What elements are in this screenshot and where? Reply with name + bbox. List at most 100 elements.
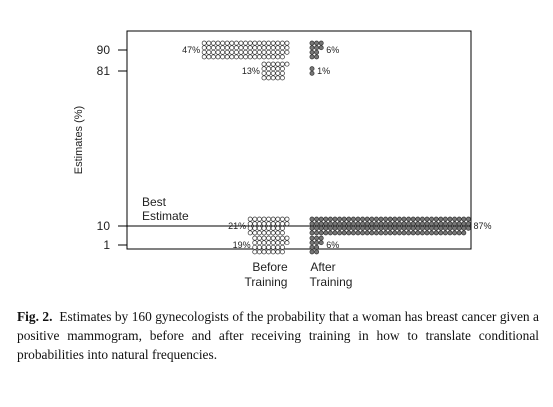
data-point-after-10 bbox=[442, 221, 448, 227]
data-point-before-10 bbox=[275, 225, 281, 231]
percent-label-after-81: 1% bbox=[317, 66, 330, 76]
data-point-before-90 bbox=[201, 49, 207, 55]
data-point-before-90 bbox=[247, 45, 253, 51]
data-point-before-90 bbox=[252, 49, 258, 55]
data-point-before-81 bbox=[279, 66, 285, 72]
data-point-before-90 bbox=[210, 49, 216, 55]
percent-label-after-10: 87% bbox=[474, 221, 492, 231]
data-point-before-90 bbox=[229, 49, 235, 55]
data-point-after-1 bbox=[314, 235, 320, 241]
data-point-after-10 bbox=[378, 230, 384, 236]
data-point-before-90 bbox=[275, 40, 281, 46]
data-point-after-10 bbox=[327, 221, 333, 227]
data-point-after-10 bbox=[438, 221, 444, 227]
data-point-before-10 bbox=[252, 225, 258, 231]
data-point-after-10 bbox=[406, 230, 412, 236]
data-point-before-1 bbox=[279, 244, 285, 250]
data-point-before-10 bbox=[284, 221, 290, 227]
data-point-before-90 bbox=[252, 54, 258, 60]
data-point-before-1 bbox=[270, 240, 276, 246]
data-point-before-90 bbox=[220, 54, 226, 60]
data-point-before-81 bbox=[261, 70, 267, 76]
data-point-after-10 bbox=[410, 225, 416, 231]
data-point-before-10 bbox=[256, 225, 262, 231]
data-point-after-10 bbox=[360, 216, 366, 222]
data-point-before-90 bbox=[233, 45, 239, 51]
data-point-after-10 bbox=[383, 221, 389, 227]
data-point-before-90 bbox=[233, 40, 239, 46]
data-point-after-10 bbox=[341, 221, 347, 227]
data-point-after-10 bbox=[456, 221, 462, 227]
data-point-after-10 bbox=[346, 225, 352, 231]
figure-caption-label: Fig. 2. bbox=[17, 309, 53, 324]
data-point-before-1 bbox=[256, 244, 262, 250]
data-point-after-10 bbox=[456, 225, 462, 231]
data-point-before-90 bbox=[275, 45, 281, 51]
data-point-before-90 bbox=[220, 40, 226, 46]
data-point-before-10 bbox=[247, 230, 253, 236]
data-point-after-10 bbox=[433, 230, 439, 236]
data-point-after-10 bbox=[456, 216, 462, 222]
y-tick-label-10: 10 bbox=[97, 219, 111, 233]
data-point-after-10 bbox=[341, 216, 347, 222]
data-point-before-10 bbox=[270, 230, 276, 236]
x-group-label-before-line2: Training bbox=[245, 275, 288, 289]
data-point-before-1 bbox=[256, 240, 262, 246]
data-point-after-10 bbox=[424, 230, 430, 236]
data-point-before-1 bbox=[284, 240, 290, 246]
data-point-after-10 bbox=[406, 216, 412, 222]
data-point-before-90 bbox=[275, 49, 281, 55]
data-point-before-1 bbox=[261, 235, 267, 241]
data-point-after-10 bbox=[447, 216, 453, 222]
percent-label-after-90: 6% bbox=[326, 45, 339, 55]
percent-label-before-1: 19% bbox=[233, 240, 251, 250]
data-point-before-10 bbox=[275, 216, 281, 222]
data-point-before-1 bbox=[275, 244, 281, 250]
data-point-after-10 bbox=[461, 225, 467, 231]
data-point-after-10 bbox=[452, 230, 458, 236]
data-point-after-10 bbox=[314, 230, 320, 236]
data-point-after-1 bbox=[314, 244, 320, 250]
data-point-before-90 bbox=[270, 54, 276, 60]
data-point-after-10 bbox=[419, 225, 425, 231]
y-tick-label-81: 81 bbox=[97, 64, 111, 78]
data-point-after-10 bbox=[419, 216, 425, 222]
data-point-after-10 bbox=[364, 216, 370, 222]
data-point-after-10 bbox=[396, 221, 402, 227]
data-point-after-1 bbox=[314, 249, 320, 255]
data-point-before-10 bbox=[270, 221, 276, 227]
data-point-after-10 bbox=[373, 230, 379, 236]
data-point-after-10 bbox=[337, 216, 343, 222]
data-point-after-10 bbox=[323, 225, 329, 231]
data-point-after-10 bbox=[415, 230, 421, 236]
data-point-before-90 bbox=[233, 54, 239, 60]
data-point-after-10 bbox=[387, 230, 393, 236]
data-point-after-10 bbox=[373, 221, 379, 227]
data-point-before-81 bbox=[266, 75, 272, 81]
data-point-after-90 bbox=[309, 45, 315, 51]
data-point-before-90 bbox=[270, 49, 276, 55]
data-point-before-90 bbox=[224, 49, 230, 55]
data-point-before-10 bbox=[247, 216, 253, 222]
data-point-before-90 bbox=[256, 45, 262, 51]
data-point-after-81 bbox=[309, 70, 315, 76]
data-point-after-10 bbox=[369, 221, 375, 227]
data-point-before-10 bbox=[247, 225, 253, 231]
data-point-before-90 bbox=[243, 54, 249, 60]
data-point-after-90 bbox=[309, 49, 315, 55]
data-point-after-10 bbox=[364, 230, 370, 236]
data-point-before-1 bbox=[284, 235, 290, 241]
data-point-before-1 bbox=[270, 244, 276, 250]
data-point-after-10 bbox=[309, 216, 315, 222]
data-point-after-10 bbox=[378, 221, 384, 227]
data-point-after-90 bbox=[318, 40, 324, 46]
data-point-before-90 bbox=[266, 45, 272, 51]
data-point-before-90 bbox=[215, 40, 221, 46]
data-point-after-10 bbox=[392, 221, 398, 227]
data-point-before-90 bbox=[224, 54, 230, 60]
data-point-after-10 bbox=[364, 225, 370, 231]
data-point-after-10 bbox=[387, 216, 393, 222]
data-point-before-90 bbox=[252, 40, 258, 46]
data-point-before-90 bbox=[252, 45, 258, 51]
data-point-before-10 bbox=[261, 216, 267, 222]
